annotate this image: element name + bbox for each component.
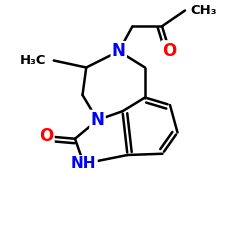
- Text: H₃C: H₃C: [20, 54, 46, 67]
- Text: N: N: [90, 111, 104, 129]
- Text: NH: NH: [71, 156, 96, 171]
- Text: O: O: [162, 42, 176, 60]
- Text: O: O: [39, 127, 54, 145]
- Text: CH₃: CH₃: [190, 4, 216, 17]
- Text: N: N: [112, 42, 126, 60]
